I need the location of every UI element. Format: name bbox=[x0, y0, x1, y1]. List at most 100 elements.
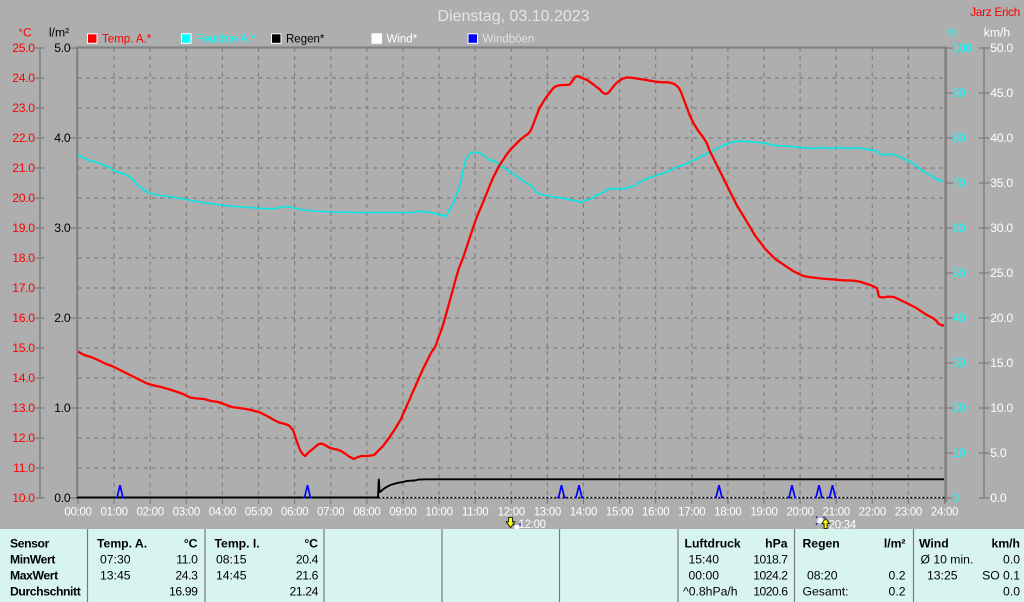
svg-text:20:34: 20:34 bbox=[829, 519, 857, 531]
svg-text:10:00: 10:00 bbox=[425, 507, 452, 519]
svg-text:Jarz Erich: Jarz Erich bbox=[970, 5, 1020, 19]
svg-text:1.0: 1.0 bbox=[54, 401, 71, 415]
svg-text:Windböen: Windböen bbox=[483, 34, 535, 46]
svg-text:15.0: 15.0 bbox=[12, 341, 35, 355]
svg-text:Temp. I.: Temp. I. bbox=[215, 537, 260, 551]
svg-text:20.4: 20.4 bbox=[296, 553, 319, 567]
svg-text:10.0: 10.0 bbox=[12, 491, 35, 505]
svg-text:18:00: 18:00 bbox=[714, 507, 741, 519]
svg-text:09:00: 09:00 bbox=[389, 507, 416, 519]
svg-text:15:00: 15:00 bbox=[606, 507, 633, 519]
svg-text:Temp. A.: Temp. A. bbox=[97, 537, 147, 551]
svg-text:0.2: 0.2 bbox=[889, 569, 906, 583]
svg-text:0.0: 0.0 bbox=[54, 491, 71, 505]
svg-text:14:45: 14:45 bbox=[216, 569, 247, 583]
svg-text:Wind*: Wind* bbox=[387, 34, 418, 46]
svg-text:l/m²: l/m² bbox=[884, 537, 906, 551]
svg-text:1024.2: 1024.2 bbox=[753, 569, 788, 583]
svg-text:100: 100 bbox=[952, 41, 972, 55]
svg-text:0.2: 0.2 bbox=[889, 585, 906, 599]
svg-text:20.0: 20.0 bbox=[12, 191, 35, 205]
svg-text:02:00: 02:00 bbox=[137, 507, 164, 519]
svg-text:22:00: 22:00 bbox=[859, 507, 886, 519]
svg-text:°C: °C bbox=[184, 537, 198, 551]
svg-text:06:00: 06:00 bbox=[281, 507, 308, 519]
svg-text:25.0: 25.0 bbox=[990, 266, 1013, 280]
svg-text:17:00: 17:00 bbox=[678, 507, 705, 519]
svg-text:Temp. A.*: Temp. A.* bbox=[102, 34, 152, 46]
svg-text:4.0: 4.0 bbox=[54, 131, 71, 145]
svg-text:15:40: 15:40 bbox=[689, 553, 720, 567]
svg-text:0.0: 0.0 bbox=[1003, 553, 1020, 567]
svg-text:07:30: 07:30 bbox=[100, 553, 131, 567]
svg-text:08:00: 08:00 bbox=[353, 507, 380, 519]
svg-text:10.0: 10.0 bbox=[990, 401, 1013, 415]
svg-text:^0.8hPa/h: ^0.8hPa/h bbox=[683, 585, 738, 599]
svg-text:23.0: 23.0 bbox=[12, 101, 35, 115]
svg-text:Regen*: Regen* bbox=[286, 34, 325, 46]
svg-text:16:00: 16:00 bbox=[642, 507, 669, 519]
svg-text:70: 70 bbox=[952, 176, 965, 190]
svg-text:16.0: 16.0 bbox=[12, 311, 35, 325]
svg-text:1018.7: 1018.7 bbox=[753, 553, 788, 567]
svg-text:00:00: 00:00 bbox=[689, 569, 720, 583]
svg-text:11:00: 11:00 bbox=[462, 507, 488, 519]
svg-text:45.0: 45.0 bbox=[990, 86, 1013, 100]
svg-text:Dienstag, 03.10.2023: Dienstag, 03.10.2023 bbox=[437, 8, 589, 25]
svg-text:08:20: 08:20 bbox=[807, 569, 838, 583]
svg-text:0: 0 bbox=[952, 491, 959, 505]
svg-text:19:00: 19:00 bbox=[750, 507, 777, 519]
svg-text:1020.6: 1020.6 bbox=[753, 585, 788, 599]
svg-text:04:00: 04:00 bbox=[209, 507, 236, 519]
svg-text:0.0: 0.0 bbox=[990, 491, 1007, 505]
svg-text:05:00: 05:00 bbox=[245, 507, 272, 519]
svg-text:Regen: Regen bbox=[803, 537, 840, 551]
svg-text:16.99: 16.99 bbox=[169, 585, 198, 599]
svg-text:11.0: 11.0 bbox=[13, 461, 35, 475]
svg-text:Gesamt:: Gesamt: bbox=[803, 585, 849, 599]
svg-text:24.3: 24.3 bbox=[175, 569, 198, 583]
svg-text:07:00: 07:00 bbox=[317, 507, 344, 519]
svg-text:21.0: 21.0 bbox=[12, 161, 35, 175]
svg-text:20.0: 20.0 bbox=[990, 311, 1013, 325]
svg-text:23:00: 23:00 bbox=[895, 507, 922, 519]
svg-text:21:00: 21:00 bbox=[823, 507, 850, 519]
svg-text:50: 50 bbox=[952, 266, 965, 280]
svg-text:40: 40 bbox=[952, 311, 965, 325]
svg-text:km/h: km/h bbox=[992, 537, 1020, 551]
svg-text:25.0: 25.0 bbox=[12, 41, 35, 55]
svg-text:km/h: km/h bbox=[984, 25, 1010, 39]
svg-text:24.0: 24.0 bbox=[12, 71, 35, 85]
svg-text:2.0: 2.0 bbox=[54, 311, 71, 325]
svg-text:°C: °C bbox=[18, 25, 32, 39]
svg-text:40.0: 40.0 bbox=[990, 131, 1013, 145]
svg-text:01:00: 01:00 bbox=[100, 507, 127, 519]
svg-text:SO 0.1: SO 0.1 bbox=[982, 569, 1020, 583]
svg-text:l/m²: l/m² bbox=[49, 25, 69, 39]
svg-text:%: % bbox=[946, 25, 957, 39]
svg-text:3.0: 3.0 bbox=[54, 221, 71, 235]
svg-text:Luftdruck: Luftdruck bbox=[685, 537, 741, 551]
svg-text:80: 80 bbox=[952, 131, 965, 145]
svg-text:03:00: 03:00 bbox=[173, 507, 200, 519]
svg-text:5.0: 5.0 bbox=[54, 41, 71, 55]
svg-text:12:00: 12:00 bbox=[519, 519, 546, 531]
svg-text:°C: °C bbox=[304, 537, 318, 551]
svg-text:10: 10 bbox=[952, 446, 965, 460]
svg-text:14.0: 14.0 bbox=[12, 371, 35, 385]
svg-text:0.0: 0.0 bbox=[1003, 585, 1020, 599]
svg-text:08:15: 08:15 bbox=[216, 553, 247, 567]
svg-text:12.0: 12.0 bbox=[12, 431, 35, 445]
svg-text:13:25: 13:25 bbox=[927, 569, 958, 583]
svg-text:Feuchte A.*: Feuchte A.* bbox=[196, 34, 256, 46]
svg-text:60: 60 bbox=[952, 221, 965, 235]
svg-text:50.0: 50.0 bbox=[990, 41, 1013, 55]
svg-text:13:00: 13:00 bbox=[534, 507, 561, 519]
svg-text:hPa: hPa bbox=[765, 537, 788, 551]
svg-text:Sensor: Sensor bbox=[10, 537, 50, 551]
svg-text:Wind: Wind bbox=[919, 537, 949, 551]
svg-text:22.0: 22.0 bbox=[12, 131, 35, 145]
svg-text:15.0: 15.0 bbox=[990, 356, 1013, 370]
svg-text:18.0: 18.0 bbox=[12, 251, 35, 265]
svg-text:17.0: 17.0 bbox=[12, 281, 35, 295]
